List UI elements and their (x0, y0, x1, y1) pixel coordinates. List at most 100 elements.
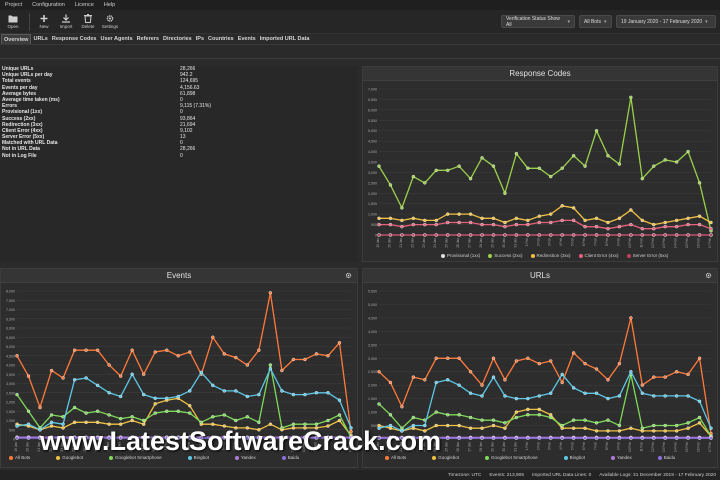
data-point (165, 409, 169, 413)
menu-project[interactable]: Project (5, 2, 23, 8)
data-point (606, 227, 610, 231)
verification-status-dropdown[interactable]: Verification Status Show All ▾ (501, 15, 575, 28)
legend-item[interactable]: Bingbot (187, 455, 209, 460)
legend-item[interactable]: All Bots (9, 455, 30, 460)
tab-countries[interactable]: Countries (208, 36, 234, 42)
data-point (188, 389, 192, 393)
urls-chart: 0 500 1,000 1,500 2,000 2,500 3,000 3,500 4,000 4… (368, 290, 713, 452)
legend-item[interactable]: Yandex (610, 455, 632, 460)
legend-item[interactable]: Baidu (281, 455, 299, 460)
legend-item[interactable]: Redirection (3xx) (530, 253, 571, 258)
legend-item[interactable]: Success (2xx) (488, 253, 523, 258)
tab-overview[interactable]: Overview (1, 34, 32, 44)
x-tick-label: 19 Jan (376, 442, 380, 452)
data-point (211, 335, 215, 339)
stat-value: 13 (180, 134, 186, 141)
new-button[interactable]: New (34, 11, 54, 33)
legend-item[interactable]: All Bots (385, 455, 406, 460)
y-tick-label: 500 (371, 424, 377, 428)
data-point (571, 206, 576, 210)
legend-item[interactable]: Baidu (657, 455, 675, 460)
open-button[interactable]: Open (3, 11, 23, 33)
tab-response-codes[interactable]: Response Codes (51, 36, 97, 42)
menu-configuration[interactable]: Configuration (32, 2, 65, 8)
tab-referers[interactable]: Referers (136, 36, 159, 42)
legend-label: Success (2xx) (494, 253, 523, 258)
data-point (583, 361, 587, 366)
legend-item[interactable]: Server Error (5xx) (626, 253, 669, 258)
legend-item[interactable]: Googlebot (56, 455, 83, 460)
data-point (652, 227, 656, 231)
tab-events[interactable]: Events (237, 36, 256, 42)
legend-item[interactable]: Yandex (234, 455, 256, 460)
series-line (379, 205, 712, 226)
legend-label: Provisional (1xx) (447, 253, 481, 258)
data-point (606, 418, 610, 422)
legend-item[interactable]: Bingbot (563, 455, 585, 460)
data-point (400, 436, 404, 440)
legend-item[interactable]: Googlebot Smartphone (485, 455, 538, 460)
import-button[interactable]: Import (56, 11, 76, 33)
stat-row: Server Error (5xx) 13 (0, 134, 358, 140)
data-point (388, 222, 393, 227)
data-point (445, 233, 450, 237)
folder-icon (8, 15, 18, 23)
data-point (697, 421, 702, 425)
gear-icon[interactable] (345, 272, 352, 279)
data-point (709, 426, 713, 430)
x-tick-label: 14 Feb (674, 442, 678, 452)
data-point (222, 352, 227, 356)
data-point (629, 233, 633, 237)
data-point (326, 354, 330, 358)
data-point (457, 212, 461, 216)
date-range-dropdown[interactable]: 19 January 2020 - 17 February 2020 ▾ (616, 15, 716, 28)
y-tick-label: 7,000 (368, 88, 377, 92)
tab-directories[interactable]: Directories (163, 36, 192, 42)
gear-icon[interactable] (705, 272, 712, 279)
legend-item[interactable]: Googlebot (432, 455, 459, 460)
stat-value: 9,115 (7.31%) (180, 103, 212, 110)
data-point (303, 422, 307, 426)
legend-swatch (657, 455, 662, 460)
data-point (617, 361, 622, 366)
data-point (49, 413, 54, 417)
legend-item[interactable]: Googlebot Smartphone (109, 455, 162, 460)
tab-urls[interactable]: URLs (33, 36, 48, 42)
stat-value: 93,864 (180, 115, 196, 122)
menu-help[interactable]: Help (103, 2, 116, 8)
overview-stats-table: Unique URLs 28,266 Unique URLs per day 942.… (0, 66, 358, 262)
menu-licence[interactable]: Licence (74, 2, 94, 8)
data-point (640, 436, 645, 440)
data-point (72, 348, 77, 352)
legend-item[interactable]: Provisional (1xx) (441, 253, 480, 258)
data-point (165, 348, 169, 352)
data-point (537, 407, 541, 412)
x-tick-label: 24 Jan (433, 442, 437, 452)
legend-item[interactable]: Client Error (4xx) (578, 253, 619, 258)
legend-label: Server Error (5xx) (632, 253, 669, 258)
data-point (457, 164, 461, 168)
delete-button[interactable]: Delete (78, 11, 98, 33)
data-point (549, 415, 553, 420)
bots-dropdown[interactable]: All Bots ▾ (579, 15, 612, 28)
settings-button[interactable]: Settings (100, 11, 120, 33)
data-point (697, 415, 702, 420)
data-point (491, 222, 496, 227)
x-tick-label: 17 Feb (348, 442, 352, 452)
data-point (560, 166, 564, 170)
data-point (445, 378, 450, 382)
x-tick-label: 9 Feb (256, 442, 260, 450)
data-point (514, 216, 519, 221)
y-tick-label: 1,500 (368, 397, 377, 401)
tab-imported-url-data[interactable]: Imported URL Data (259, 36, 310, 42)
data-point (314, 352, 319, 356)
y-tick-label: 500 (371, 223, 377, 227)
data-point (423, 222, 427, 227)
data-point (280, 426, 284, 430)
tab-ips[interactable]: IPs (195, 36, 205, 42)
data-point (640, 391, 645, 395)
y-tick-label: 4,000 (6, 364, 15, 368)
tab-user-agents[interactable]: User Agents (100, 36, 133, 42)
data-point (514, 359, 519, 363)
data-point (337, 436, 342, 440)
